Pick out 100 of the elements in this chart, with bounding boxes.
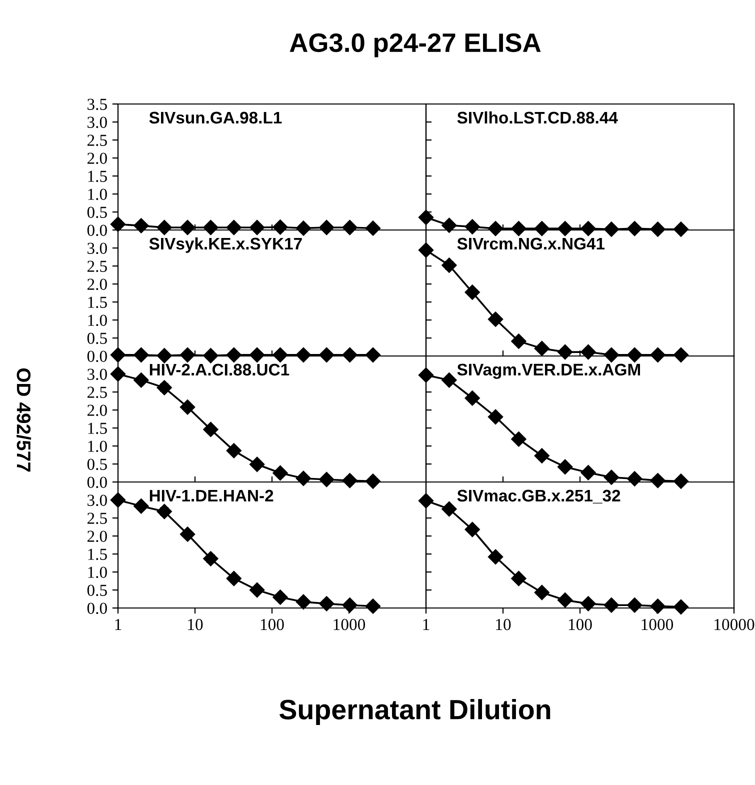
y-tick-label: 1.5 [88,422,107,434]
point [673,599,689,614]
point [558,459,573,474]
point [673,222,689,237]
y-tick-label: 0.5 [87,206,107,218]
point [627,220,642,236]
y-tick-label: 1.0 [88,314,107,326]
point [534,340,550,356]
x-axis-title: Supernatant Dilution [279,699,550,725]
point [534,448,550,464]
point [272,590,288,605]
point [650,347,666,362]
y-tick-label: 3.0 [88,368,107,380]
point [203,551,218,566]
y-tick-label: 1.5 [88,170,107,182]
annotation: HIV-2.A.CI.88.UC1 [150,364,290,376]
x-tick-label: 1000 [642,618,674,630]
point [627,347,642,362]
y-tick-label: 2.5 [87,512,107,524]
point [580,220,596,236]
y-tick-label: 0.0 [87,476,107,488]
y-tick-label: 1.5 [88,548,107,560]
y-tick-label: 2.5 [87,260,107,272]
point [464,284,480,300]
point [580,465,596,480]
y-tick-label: 1.0 [88,440,107,452]
y-tick-label: 0.5 [87,458,107,470]
y-tick-label: 3.0 [88,116,107,128]
y-tick-label: 1.0 [88,188,107,200]
y-axis-title: OD 492/577 [16,368,32,472]
y-tick-label: 2.0 [87,530,107,542]
x-tick-label: 1 [423,618,430,630]
point [442,218,457,233]
point [673,474,689,489]
point [464,219,480,234]
point [488,312,504,327]
y-tick-label: 2.0 [87,278,107,290]
point [134,498,149,514]
annotation: SIVmac.GB.x.251_32 [457,490,620,504]
point [296,594,312,610]
y-tick-label: 0.0 [87,224,107,236]
point [534,220,550,236]
point [134,372,149,388]
point [511,432,526,447]
point [534,584,550,600]
point [442,258,457,273]
point [442,372,457,388]
point [342,598,358,613]
x-tick-label: 10000 [714,618,754,630]
annotation: SIVsun.GA.98.L1 [149,112,282,124]
point [650,222,666,237]
point [464,390,480,406]
point [627,471,642,486]
point [604,222,620,237]
x-tick-label: 100 [568,618,592,630]
y-tick-label: 2.0 [87,404,107,416]
y-tick-label: 3.0 [88,242,107,254]
point [558,592,573,608]
point [319,472,334,488]
point [418,242,434,258]
y-tick-label: 3.0 [88,494,107,506]
y-tick-label: 1.0 [88,566,107,578]
x-tick-label: 100 [260,618,284,630]
annotation: SIVsyk.KE.x.SYK17 [149,237,302,253]
point [156,380,172,396]
y-tick-label: 0.0 [87,602,107,614]
point [342,472,358,488]
point [296,470,312,486]
point [418,368,434,383]
point [511,334,526,349]
point [418,210,434,225]
point [650,598,666,614]
y-tick-label: 3.5 [88,98,107,110]
point [604,470,620,485]
point [180,400,196,415]
point [365,474,381,489]
point [580,344,596,360]
annotation: HIV-1.DE.HAN-2 [150,490,274,502]
y-tick-label: 1.5 [88,296,107,308]
point [488,409,504,424]
point [580,596,596,612]
annotation: SIVlho.LST.CD.88.44 [457,111,618,124]
x-tick-label: 1 [115,618,122,630]
point [464,522,480,538]
point [203,422,218,438]
chart-title: AG3.0 p24-27 ELISA [290,33,541,58]
x-tick-label: 10 [188,618,203,630]
point [226,570,242,586]
point [180,526,196,542]
x-tick-label: 10 [496,618,511,630]
point [442,501,457,517]
point [627,598,642,613]
point [511,570,526,586]
point [488,549,504,564]
x-tick-label: 1000 [334,618,366,630]
point [418,493,434,508]
annotation: SIVagm.VER.DE.x.AGM [457,364,640,379]
point [110,366,126,382]
point [558,344,573,360]
point [250,456,265,472]
